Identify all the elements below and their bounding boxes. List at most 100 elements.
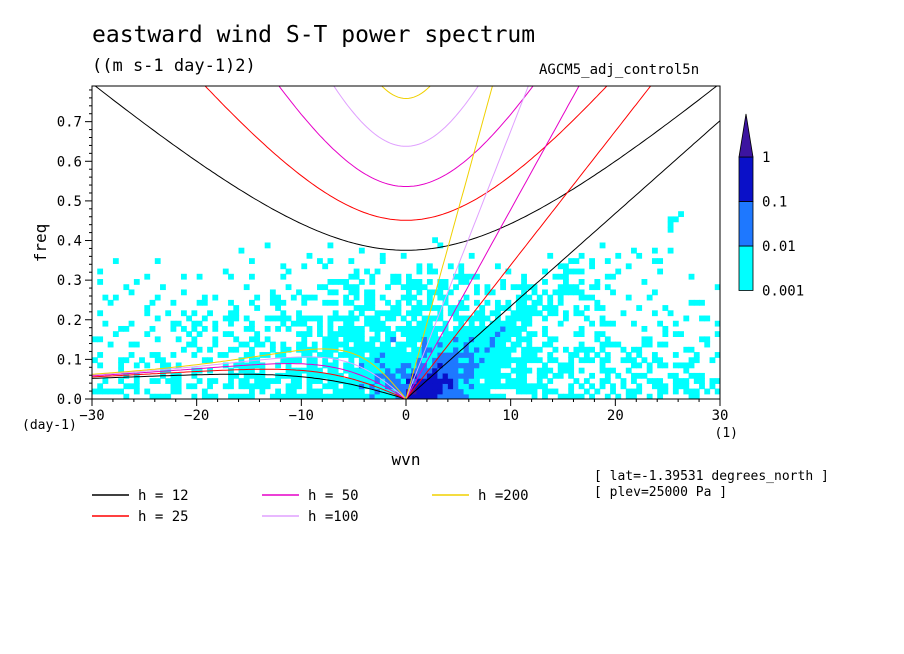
power-cell xyxy=(479,393,486,399)
power-cell xyxy=(453,273,459,280)
power-cell xyxy=(390,352,397,358)
power-cell xyxy=(447,388,454,395)
power-cell xyxy=(615,252,622,259)
power-cell xyxy=(426,388,433,395)
power-cell xyxy=(411,352,418,358)
chart-title: eastward wind S-T power spectrum xyxy=(92,22,536,48)
power-cell xyxy=(453,367,459,374)
power-cell xyxy=(374,352,381,358)
power-cell xyxy=(269,346,276,353)
power-cell xyxy=(432,331,438,337)
power-cell xyxy=(447,331,454,337)
power-cell xyxy=(510,367,517,374)
power-cell xyxy=(531,310,538,317)
colorbar-label: 0.001 xyxy=(762,284,804,300)
power-cell xyxy=(672,372,679,379)
power-cell xyxy=(557,393,564,399)
power-cell xyxy=(547,299,554,306)
power-cell xyxy=(521,305,527,311)
power-cell xyxy=(474,331,480,337)
power-cell xyxy=(343,393,350,399)
power-cell xyxy=(610,388,616,395)
power-cell xyxy=(395,383,402,390)
power-cell xyxy=(327,367,334,374)
power-cell xyxy=(484,331,491,337)
power-cell xyxy=(474,336,480,343)
power-cell xyxy=(186,315,193,322)
power-cell xyxy=(337,341,344,348)
power-cell xyxy=(474,284,480,291)
power-cell xyxy=(212,325,219,332)
power-cell xyxy=(458,320,465,327)
power-cell xyxy=(479,372,486,379)
power-cell xyxy=(322,346,329,353)
power-cell xyxy=(317,315,323,322)
power-cell xyxy=(604,273,611,280)
power-cell xyxy=(290,320,297,327)
power-cell xyxy=(552,336,559,343)
power-cell xyxy=(374,378,381,384)
power-cell xyxy=(693,378,700,384)
power-cell xyxy=(243,325,250,332)
power-cell xyxy=(385,341,391,348)
power-cell xyxy=(175,320,182,327)
power-cell xyxy=(369,367,376,374)
power-cell xyxy=(521,383,527,390)
power-cell xyxy=(432,362,438,369)
power-cell xyxy=(160,357,166,364)
power-cell xyxy=(578,357,585,364)
power-cell xyxy=(139,357,145,364)
power-cell xyxy=(432,393,438,399)
power-cell xyxy=(343,388,350,395)
power-cell xyxy=(510,320,517,327)
power-cell xyxy=(474,372,480,379)
power-cell xyxy=(322,362,329,369)
x-axis: −30 −20 −10 0 10 20 30 xyxy=(79,399,728,424)
power-cell xyxy=(348,273,355,280)
power-cell xyxy=(432,388,438,395)
power-cell xyxy=(458,341,465,348)
power-cell xyxy=(505,299,512,306)
power-cell xyxy=(154,352,161,358)
power-cell xyxy=(599,383,606,390)
power-cell xyxy=(311,315,318,322)
power-cell xyxy=(301,263,308,270)
power-cell xyxy=(280,263,287,270)
power-cell xyxy=(160,362,166,369)
power-cell xyxy=(678,331,684,337)
power-cell xyxy=(395,362,402,369)
power-cell xyxy=(458,299,465,306)
power-cell xyxy=(542,372,548,379)
power-cell xyxy=(374,357,381,364)
power-cell xyxy=(479,325,486,332)
power-cell xyxy=(500,305,507,311)
power-cell xyxy=(442,325,449,332)
power-cell xyxy=(699,372,705,379)
power-cell xyxy=(683,315,690,322)
power-cell xyxy=(474,357,480,364)
power-cell xyxy=(641,372,648,379)
power-cell xyxy=(458,393,465,399)
power-cell xyxy=(123,357,130,364)
legend-label: h =200 xyxy=(478,488,529,504)
power-cell xyxy=(128,289,135,296)
power-cell xyxy=(489,325,496,332)
power-cell xyxy=(484,388,491,395)
power-cell xyxy=(714,320,720,327)
power-cell xyxy=(636,383,643,390)
power-cell xyxy=(547,305,554,311)
power-cell xyxy=(563,367,569,374)
power-cell xyxy=(358,310,365,317)
power-cell xyxy=(515,331,522,337)
power-cell xyxy=(672,388,679,395)
power-cell xyxy=(458,315,465,322)
power-cell xyxy=(463,367,470,374)
power-cell xyxy=(406,284,412,291)
power-cell xyxy=(406,273,412,280)
power-cell xyxy=(709,357,716,364)
power-cell xyxy=(672,383,679,390)
power-cell xyxy=(374,388,381,395)
power-cell xyxy=(484,352,491,358)
power-cell xyxy=(563,284,569,291)
power-cell xyxy=(343,325,350,332)
